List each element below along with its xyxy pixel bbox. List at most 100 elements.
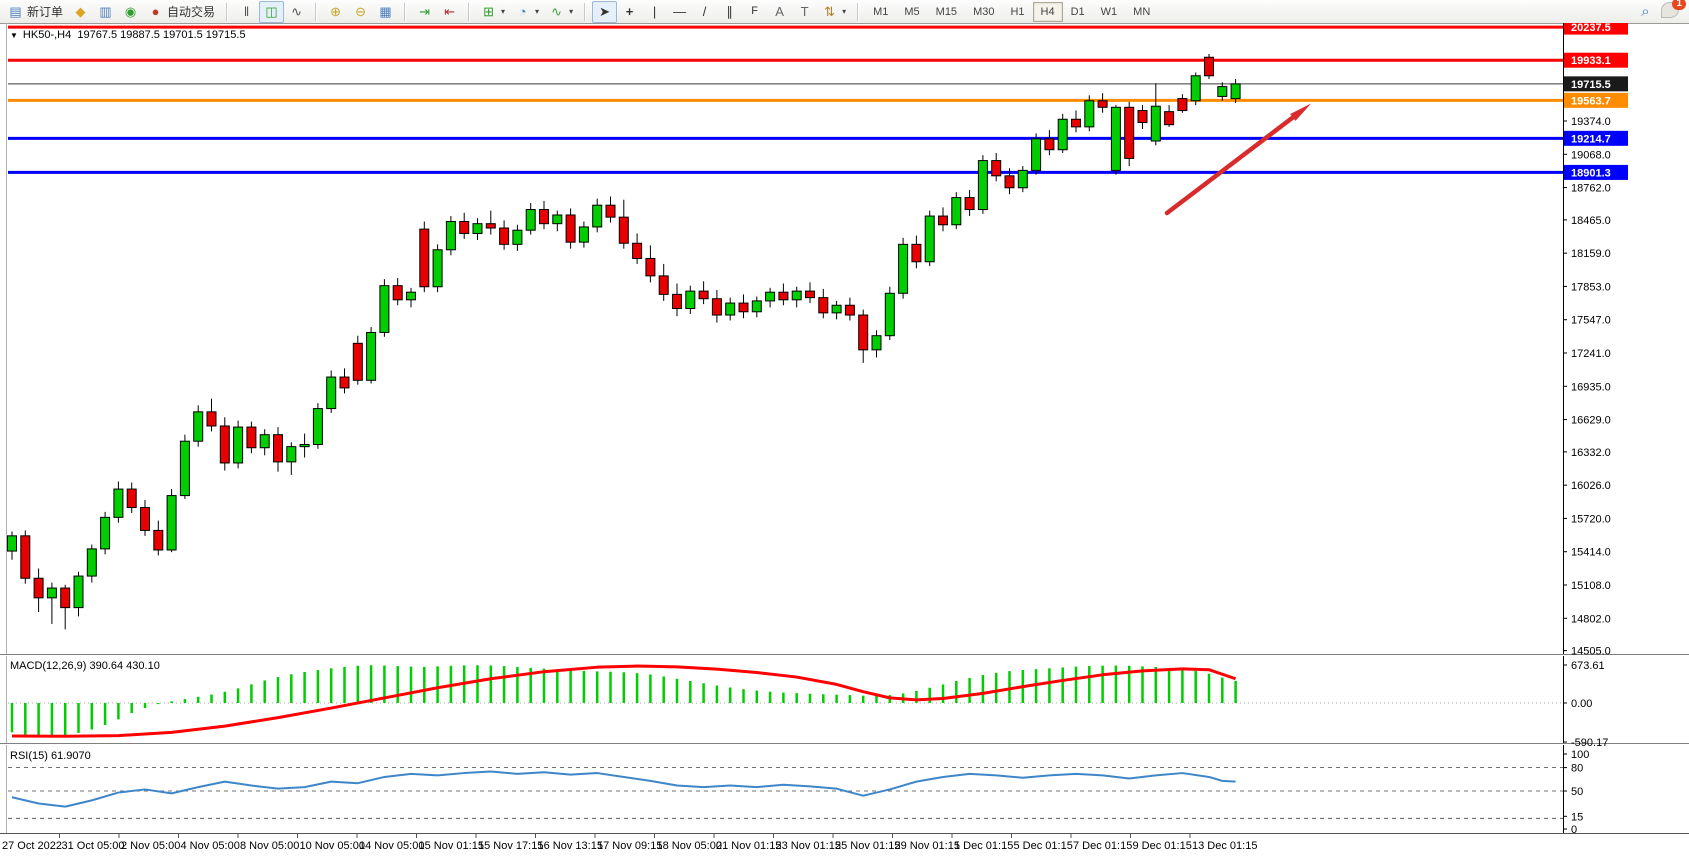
candle <box>246 426 257 449</box>
candle <box>512 229 523 245</box>
zoom-out-icon: ⊖ <box>355 4 366 19</box>
candle <box>33 577 44 599</box>
timeframe-button-m30[interactable]: M30 <box>973 5 995 18</box>
svg-text:19563.7: 19563.7 <box>1571 95 1611 107</box>
auto-scroll-button[interactable]: ⇥ <box>412 1 437 23</box>
zoom-in-icon: ⊕ <box>330 4 341 19</box>
signal-button[interactable]: ◉ <box>118 1 143 23</box>
candle <box>632 242 643 259</box>
candle <box>592 204 603 228</box>
svg-text:17853.0: 17853.0 <box>1571 281 1611 293</box>
svg-text:10 Nov 05:00: 10 Nov 05:00 <box>300 840 365 852</box>
search-icon[interactable]: ⌕ <box>1641 3 1650 20</box>
macd-signal-line <box>11 664 1237 738</box>
symbol-dropdown-icon[interactable]: ▼ <box>10 31 18 40</box>
svg-text:1 Dec 01:15: 1 Dec 01:15 <box>954 840 1013 852</box>
timeframe-button-w1[interactable]: W1 <box>1100 5 1118 18</box>
ohlc-values: 19767.5 19887.5 19701.5 19715.5 <box>77 29 246 41</box>
svg-text:50: 50 <box>1571 786 1583 798</box>
new-order-icon: ▤ <box>9 4 22 19</box>
svg-text:18 Nov 05:00: 18 Nov 05:00 <box>657 840 722 852</box>
candle <box>73 575 84 609</box>
indicators-button[interactable]: ∿ ▾ <box>544 1 578 23</box>
price-axis-ticks: 19374.0 19068.0 18762.0 18465.0 18159.0 17853… <box>1563 116 1611 658</box>
timeframe-button-m15[interactable]: M15 <box>935 5 958 18</box>
chart-shift-icon: ⇤ <box>444 4 455 19</box>
text-label-button[interactable]: T <box>792 1 817 23</box>
line-chart-button[interactable]: ∿ <box>284 1 309 23</box>
auto-trading-button[interactable]: ● 自动交易 <box>143 1 220 23</box>
new-chart-button[interactable]: ⊞ ▾ <box>476 1 510 23</box>
chart-canvas[interactable]: 19374.0 19068.0 18762.0 18465.0 18159.0 17853… <box>0 19 1689 859</box>
candle <box>392 285 403 301</box>
crosshair-button[interactable]: + <box>617 1 642 23</box>
gold-button[interactable]: ◆ <box>68 1 93 23</box>
arrows-icon: ⇅ <box>824 4 836 19</box>
horizontal-line-button[interactable]: — <box>667 1 692 23</box>
rsi-line <box>11 770 1236 808</box>
channel-icon: ∥ <box>726 4 733 19</box>
profiles-button[interactable]: ◔ ▾ <box>510 1 544 23</box>
timeframe-button-h4[interactable]: H4 <box>1032 1 1063 22</box>
svg-text:19933.1: 19933.1 <box>1571 55 1611 67</box>
toolbar-separator <box>315 2 318 21</box>
trend-arrow[interactable] <box>1164 103 1312 216</box>
chart-shift-button[interactable]: ⇤ <box>437 1 462 23</box>
candle <box>964 197 975 211</box>
price-level-lines <box>8 25 1563 174</box>
vertical-line-button[interactable]: | <box>642 1 667 23</box>
cursor-button[interactable]: ➤ <box>592 0 618 23</box>
fibonacci-button[interactable]: F <box>742 1 767 23</box>
trendline-icon: / <box>702 4 707 19</box>
svg-text:673.61: 673.61 <box>1571 660 1605 672</box>
candle <box>273 434 283 463</box>
candle <box>578 226 589 243</box>
notifications-button[interactable]: 1 <box>1661 0 1686 21</box>
candlestick-chart-button[interactable]: ◫ <box>259 0 285 23</box>
charts-window-button[interactable]: ▥ <box>93 1 118 23</box>
timeframe-button-d1[interactable]: D1 <box>1070 5 1085 18</box>
candle <box>991 160 1002 177</box>
candle <box>46 587 57 599</box>
toolbar-right: ⌕ 1 <box>1638 0 1689 21</box>
candle <box>259 434 270 449</box>
candlestick-chart-icon: ◫ <box>265 4 278 19</box>
toolbar-separator <box>468 2 471 21</box>
new-chart-icon: ⊞ <box>483 4 494 19</box>
arrows-button[interactable]: ⇅ ▾ <box>817 1 851 23</box>
candle <box>1097 100 1108 108</box>
svg-text:17 Nov 09:15: 17 Nov 09:15 <box>597 840 662 852</box>
svg-text:14 Nov 05:00: 14 Nov 05:00 <box>359 840 424 852</box>
candle <box>379 285 390 333</box>
candle <box>1137 110 1148 124</box>
candle <box>485 223 496 229</box>
bar-chart-button[interactable]: ‖ <box>234 1 259 23</box>
candle <box>20 535 31 579</box>
candle <box>499 227 510 245</box>
svg-text:15: 15 <box>1571 811 1583 823</box>
svg-text:19068.0: 19068.0 <box>1571 149 1611 161</box>
zoom-in-button[interactable]: ⊕ <box>323 1 348 23</box>
text-button[interactable]: A <box>767 1 792 23</box>
svg-text:19214.7: 19214.7 <box>1571 133 1611 145</box>
indicators-icon: ∿ <box>551 4 563 19</box>
zoom-out-button[interactable]: ⊖ <box>348 1 373 23</box>
candle <box>1177 98 1188 112</box>
timeframe-button-h1[interactable]: H1 <box>1010 5 1025 18</box>
candle <box>140 507 150 531</box>
toolbar-group-objects: ➤ + | — / ∥ F A T ⇅ ▾ <box>589 0 854 23</box>
text-label-icon: T <box>800 4 809 19</box>
svg-text:16629.0: 16629.0 <box>1571 415 1611 427</box>
chevron-down-icon: ▾ <box>569 7 574 16</box>
tile-windows-button[interactable]: ▦ <box>373 1 398 23</box>
charts-window-icon: ▥ <box>99 4 112 19</box>
timeframe-button-mn[interactable]: MN <box>1133 5 1151 18</box>
timeframe-button-m1[interactable]: M1 <box>873 5 889 18</box>
new-order-button[interactable]: ▤ 新订单 <box>3 1 68 23</box>
rsi-panel-label: RSI(15) 61.9070 <box>10 750 91 762</box>
candle <box>1044 138 1055 151</box>
candle <box>1190 75 1201 102</box>
channel-button[interactable]: ∥ <box>717 1 742 23</box>
trendline-button[interactable]: / <box>692 1 717 23</box>
timeframe-button-m5[interactable]: M5 <box>904 5 920 18</box>
